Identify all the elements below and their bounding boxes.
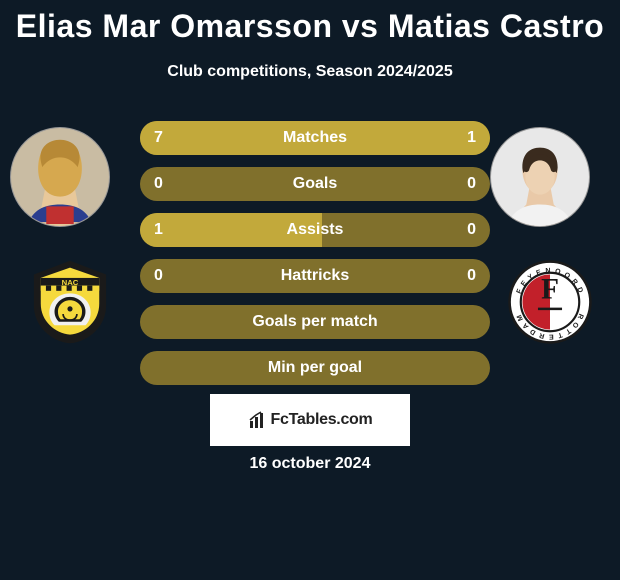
stat-row: Goals0 0 [140,167,490,201]
stat-left-value: 0 [154,259,163,293]
stat-bar-track: Matches7 1 [140,121,490,155]
stat-label: Goals per match [140,305,490,339]
stat-bar-track: Assists1 0 [140,213,490,247]
comparison-bars: Matches71Goals00Assists10Hattricks00Goal… [140,121,490,397]
club-left-crest: NAC [20,252,120,352]
club-right-crest: F F E Y E N O O R D R O T T E R D A M [500,252,600,352]
stat-label: Min per goal [140,351,490,385]
footer-brand-icon [248,410,268,430]
page-title: Elias Mar Omarsson vs Matias Castro [0,0,620,45]
stat-right-value: 0 [467,213,476,247]
stat-right-value: 1 [467,121,476,155]
stat-left-value: 7 [154,121,163,155]
stat-bar-track: Hattricks0 0 [140,259,490,293]
stat-left-value: 1 [154,213,163,247]
svg-text:NAC: NAC [62,278,79,287]
stat-bar-track: Goals per match [140,305,490,339]
svg-text:F: F [541,274,559,306]
stat-label: Hattricks [140,259,490,293]
stat-label: Assists [140,213,490,247]
stat-row: Goals per match [140,305,490,339]
player-left-avatar [10,127,110,227]
stat-row: Min per goal [140,351,490,385]
stat-bar-track: Min per goal [140,351,490,385]
stat-row: Hattricks0 0 [140,259,490,293]
stat-label: Matches [140,121,490,155]
stat-row: Assists1 0 [140,213,490,247]
footer-date: 16 october 2024 [0,455,620,473]
footer-brand-box: FcTables.com [210,394,410,446]
player-right-avatar [490,127,590,227]
footer-brand-text: FcTables.com [271,411,373,429]
footer-brand: FcTables.com [248,410,373,430]
stat-right-value: 0 [467,259,476,293]
stat-label: Goals [140,167,490,201]
stat-left-value: 0 [154,167,163,201]
stat-row: Matches7 1 [140,121,490,155]
page-subtitle: Club competitions, Season 2024/2025 [0,63,620,81]
stat-right-value: 0 [467,167,476,201]
stat-bar-track: Goals0 0 [140,167,490,201]
